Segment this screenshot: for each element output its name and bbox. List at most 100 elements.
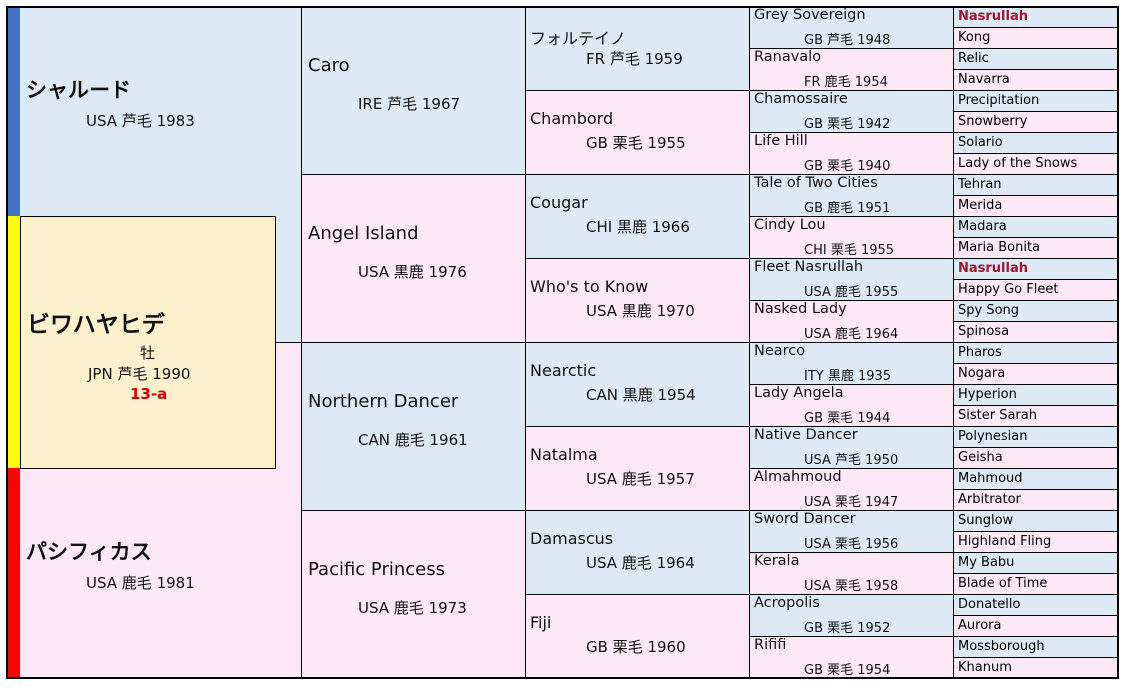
gen4-cell[interactable]: Grey Sovereign GB 芦毛 1948 bbox=[749, 6, 954, 49]
gen5-cell[interactable]: Highland Fling bbox=[953, 531, 1119, 553]
gen4-name[interactable]: Chamossaire bbox=[754, 91, 848, 107]
sire-name[interactable]: シャルード bbox=[26, 78, 131, 102]
gen2-name[interactable]: Pacific Princess bbox=[308, 559, 446, 580]
gen5-cell[interactable]: Relic bbox=[953, 48, 1119, 70]
gen5-cell[interactable]: Spy Song bbox=[953, 300, 1119, 322]
gen5-cell[interactable]: Donatello bbox=[953, 594, 1119, 616]
gen5-cell[interactable]: Nasrullah bbox=[953, 258, 1119, 280]
gen4-cell[interactable]: Life Hill GB 栗毛 1940 bbox=[749, 132, 954, 175]
gen2-cell[interactable]: Northern Dancer CAN 鹿毛 1961 bbox=[301, 342, 526, 511]
gen5-cell[interactable]: Merida bbox=[953, 195, 1119, 217]
gen4-name[interactable]: Acropolis bbox=[754, 595, 820, 611]
gen5-cell[interactable]: Mahmoud bbox=[953, 468, 1119, 490]
gen3-info: CAN 黒鹿 1954 bbox=[586, 386, 696, 404]
gen4-name[interactable]: Grey Sovereign bbox=[754, 7, 866, 23]
gen3-name[interactable]: Damascus bbox=[530, 529, 614, 548]
gen5-cell[interactable]: Khanum bbox=[953, 657, 1119, 679]
gen5-cell[interactable]: Sister Sarah bbox=[953, 405, 1119, 427]
gen4-cell[interactable]: Native Dancer USA 芦毛 1950 bbox=[749, 426, 954, 469]
gen3-cell[interactable]: Who's to Know USA 黒鹿 1970 bbox=[525, 258, 750, 343]
gen4-name[interactable]: Nasked Lady bbox=[754, 301, 847, 317]
gen4-name[interactable]: Kerala bbox=[754, 553, 800, 569]
gen2-name[interactable]: Northern Dancer bbox=[308, 391, 459, 412]
gen4-cell[interactable]: Sword Dancer USA 栗毛 1956 bbox=[749, 510, 954, 553]
gen2-cell[interactable]: Caro IRE 芦毛 1967 bbox=[301, 6, 526, 175]
gen5-cell[interactable]: Mossborough bbox=[953, 636, 1119, 658]
gen5-cell[interactable]: Happy Go Fleet bbox=[953, 279, 1119, 301]
gen3-name[interactable]: Nearctic bbox=[530, 361, 597, 380]
gen4-name[interactable]: Ranavalo bbox=[754, 49, 822, 65]
gen3-cell[interactable]: Nearctic CAN 黒鹿 1954 bbox=[525, 342, 750, 427]
gen3-name[interactable]: フォルテイノ bbox=[530, 29, 627, 48]
gen4-cell[interactable]: Almahmoud USA 栗毛 1947 bbox=[749, 468, 954, 511]
gen4-name[interactable]: Native Dancer bbox=[754, 427, 858, 443]
gen4-info: USA 栗毛 1958 bbox=[804, 579, 899, 594]
gen5-cell[interactable]: Hyperion bbox=[953, 384, 1119, 406]
gen5-cell[interactable]: Blade of Time bbox=[953, 573, 1119, 595]
gen5-cell[interactable]: Lady of the Snows bbox=[953, 153, 1119, 175]
gen4-name[interactable]: Fleet Nasrullah bbox=[754, 259, 864, 275]
sire-color-bar bbox=[7, 7, 20, 216]
gen3-cell[interactable]: Cougar CHI 黒鹿 1966 bbox=[525, 174, 750, 259]
gen5-cell[interactable]: Nogara bbox=[953, 363, 1119, 385]
gen5-cell[interactable]: Spinosa bbox=[953, 321, 1119, 343]
gen5-cell[interactable]: Snowberry bbox=[953, 111, 1119, 133]
gen2-name[interactable]: Caro bbox=[308, 55, 350, 76]
gen4-cell[interactable]: Ranavalo FR 鹿毛 1954 bbox=[749, 48, 954, 91]
gen4-name[interactable]: Rififi bbox=[754, 637, 787, 653]
gen4-name[interactable]: Nearco bbox=[754, 343, 806, 359]
gen4-cell[interactable]: Rififi GB 栗毛 1954 bbox=[749, 636, 954, 679]
gen5-cell[interactable]: Precipitation bbox=[953, 90, 1119, 112]
gen5-cell[interactable]: Arbitrator bbox=[953, 489, 1119, 511]
subject-cell[interactable] bbox=[20, 216, 276, 469]
gen4-cell[interactable]: Tale of Two Cities GB 鹿毛 1951 bbox=[749, 174, 954, 217]
gen3-name[interactable]: Who's to Know bbox=[530, 277, 649, 296]
gen3-cell[interactable]: Damascus USA 鹿毛 1964 bbox=[525, 510, 750, 595]
gen3-cell[interactable]: Fiji GB 栗毛 1960 bbox=[525, 594, 750, 679]
gen4-name[interactable]: Almahmoud bbox=[754, 469, 842, 485]
gen3-name[interactable]: Cougar bbox=[530, 193, 588, 212]
gen4-cell[interactable]: Nasked Lady USA 鹿毛 1964 bbox=[749, 300, 954, 343]
gen4-name[interactable]: Tale of Two Cities bbox=[754, 175, 878, 191]
gen5-cell[interactable]: Madara bbox=[953, 216, 1119, 238]
gen5-cell[interactable]: Solario bbox=[953, 132, 1119, 154]
gen4-name[interactable]: Cindy Lou bbox=[754, 217, 826, 233]
gen3-name[interactable]: Natalma bbox=[530, 445, 598, 464]
gen5-cell[interactable]: My Babu bbox=[953, 552, 1119, 574]
gen2-info: USA 黒鹿 1976 bbox=[358, 263, 467, 281]
dam-name[interactable]: パシフィカス bbox=[26, 540, 152, 564]
gen3-name[interactable]: Chambord bbox=[530, 109, 614, 128]
gen4-cell[interactable]: Lady Angela GB 栗毛 1944 bbox=[749, 384, 954, 427]
gen3-cell[interactable]: Natalma USA 鹿毛 1957 bbox=[525, 426, 750, 511]
gen4-cell[interactable]: Fleet Nasrullah USA 鹿毛 1955 bbox=[749, 258, 954, 301]
gen4-cell[interactable]: Nearco ITY 黒鹿 1935 bbox=[749, 342, 954, 385]
gen4-info: GB 栗毛 1952 bbox=[804, 621, 891, 636]
gen5-cell[interactable]: Sunglow bbox=[953, 510, 1119, 532]
gen4-name[interactable]: Lady Angela bbox=[754, 385, 844, 401]
gen4-name[interactable]: Sword Dancer bbox=[754, 511, 856, 527]
gen5-cell[interactable]: Navarra bbox=[953, 69, 1119, 91]
gen4-info: ITY 黒鹿 1935 bbox=[804, 369, 892, 384]
gen5-cell[interactable]: Polynesian bbox=[953, 426, 1119, 448]
gen5-cell[interactable]: Tehran bbox=[953, 174, 1119, 196]
gen4-name[interactable]: Life Hill bbox=[754, 133, 808, 149]
gen4-info: GB 栗毛 1942 bbox=[804, 117, 891, 132]
subject-name[interactable]: ビワハヤヒデ bbox=[27, 312, 165, 338]
gen4-cell[interactable]: Acropolis GB 栗毛 1952 bbox=[749, 594, 954, 637]
gen4-cell[interactable]: Cindy Lou CHI 栗毛 1955 bbox=[749, 216, 954, 259]
gen5-cell[interactable]: Pharos bbox=[953, 342, 1119, 364]
gen5-cell[interactable]: Geisha bbox=[953, 447, 1119, 469]
gen5-cell[interactable]: Maria Bonita bbox=[953, 237, 1119, 259]
gen4-cell[interactable]: Chamossaire GB 栗毛 1942 bbox=[749, 90, 954, 133]
gen5-cell[interactable]: Nasrullah bbox=[953, 6, 1119, 28]
gen4-cell[interactable]: Kerala USA 栗毛 1958 bbox=[749, 552, 954, 595]
gen5-cell[interactable]: Kong bbox=[953, 27, 1119, 49]
gen3-cell[interactable]: Chambord GB 栗毛 1955 bbox=[525, 90, 750, 175]
gen5-cell[interactable]: Aurora bbox=[953, 615, 1119, 637]
gen3-name[interactable]: Fiji bbox=[530, 613, 552, 632]
gen2-cell[interactable]: Pacific Princess USA 鹿毛 1973 bbox=[301, 510, 526, 679]
subject-sex: 牡 bbox=[140, 344, 156, 362]
gen3-cell[interactable]: フォルテイノ FR 芦毛 1959 bbox=[525, 6, 750, 91]
gen2-name[interactable]: Angel Island bbox=[308, 223, 419, 244]
gen2-cell[interactable]: Angel Island USA 黒鹿 1976 bbox=[301, 174, 526, 343]
